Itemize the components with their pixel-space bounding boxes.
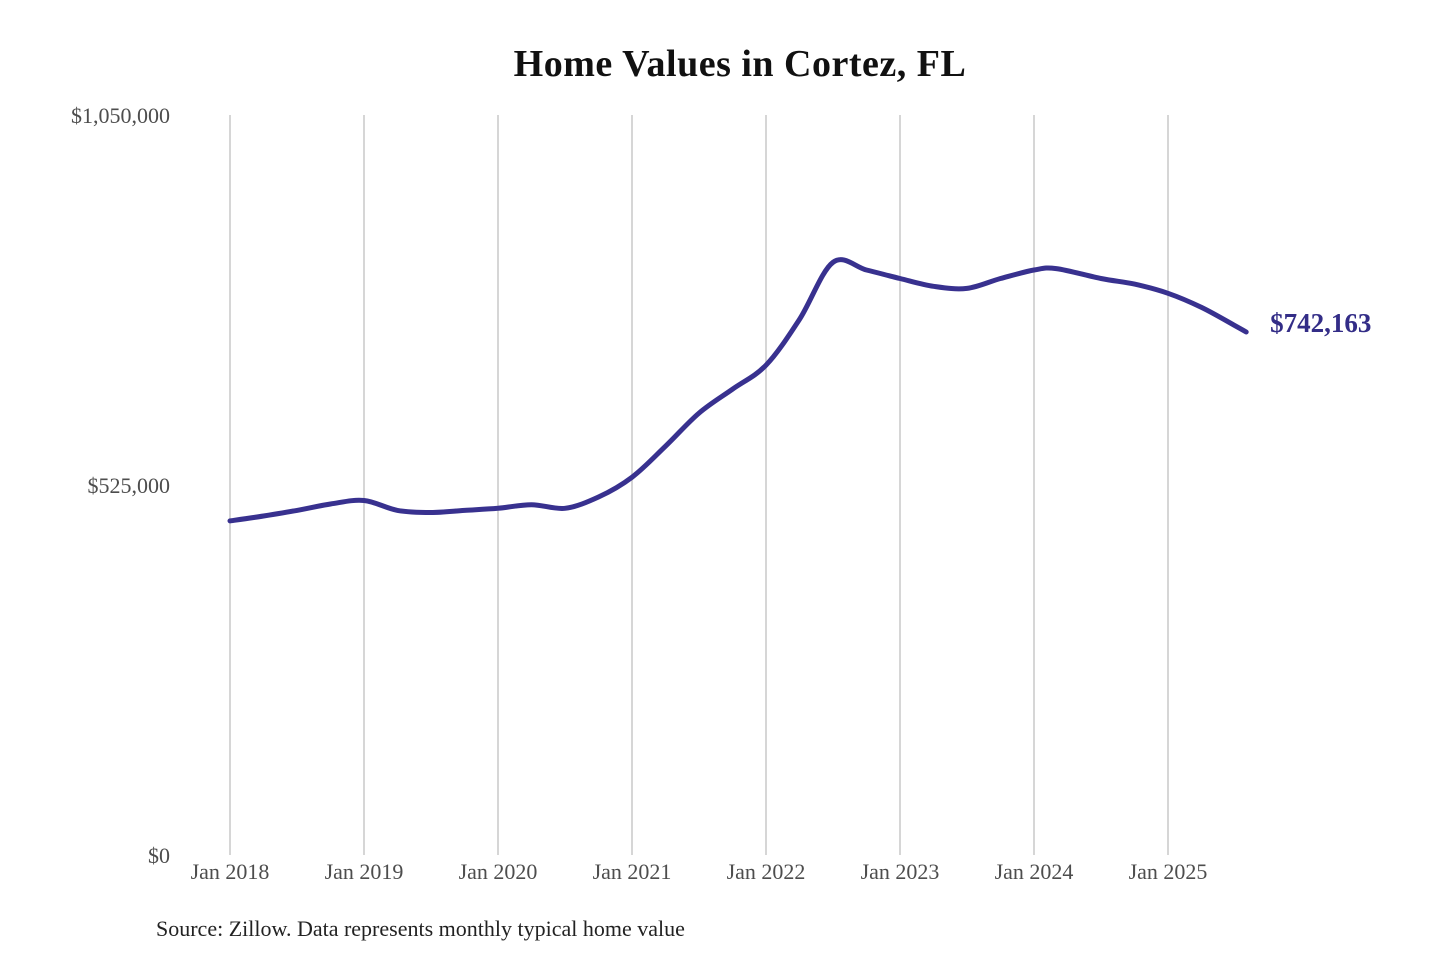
x-axis-tick-label: Jan 2019 (325, 859, 404, 884)
latest-value-label: $742,163 (1270, 307, 1372, 338)
x-axis-tick-label: Jan 2020 (459, 859, 538, 884)
x-axis-tick-label: Jan 2018 (191, 859, 270, 884)
y-axis-tick-label: $0 (148, 843, 170, 868)
x-axis-tick-label: Jan 2023 (861, 859, 940, 884)
home-value-series-line (227, 257, 1249, 524)
y-axis-tick-label: $525,000 (88, 473, 171, 498)
y-axis-tick-label: $1,050,000 (71, 103, 170, 128)
x-axis-tick-label: Jan 2022 (727, 859, 806, 884)
source-note: Source: Zillow. Data represents monthly … (156, 916, 685, 941)
x-axis-tick-label: Jan 2024 (995, 859, 1074, 884)
x-axis-tick-label: Jan 2025 (1129, 859, 1208, 884)
x-axis-tick-label: Jan 2021 (593, 859, 672, 884)
chart-title: Home Values in Cortez, FL (513, 43, 967, 85)
